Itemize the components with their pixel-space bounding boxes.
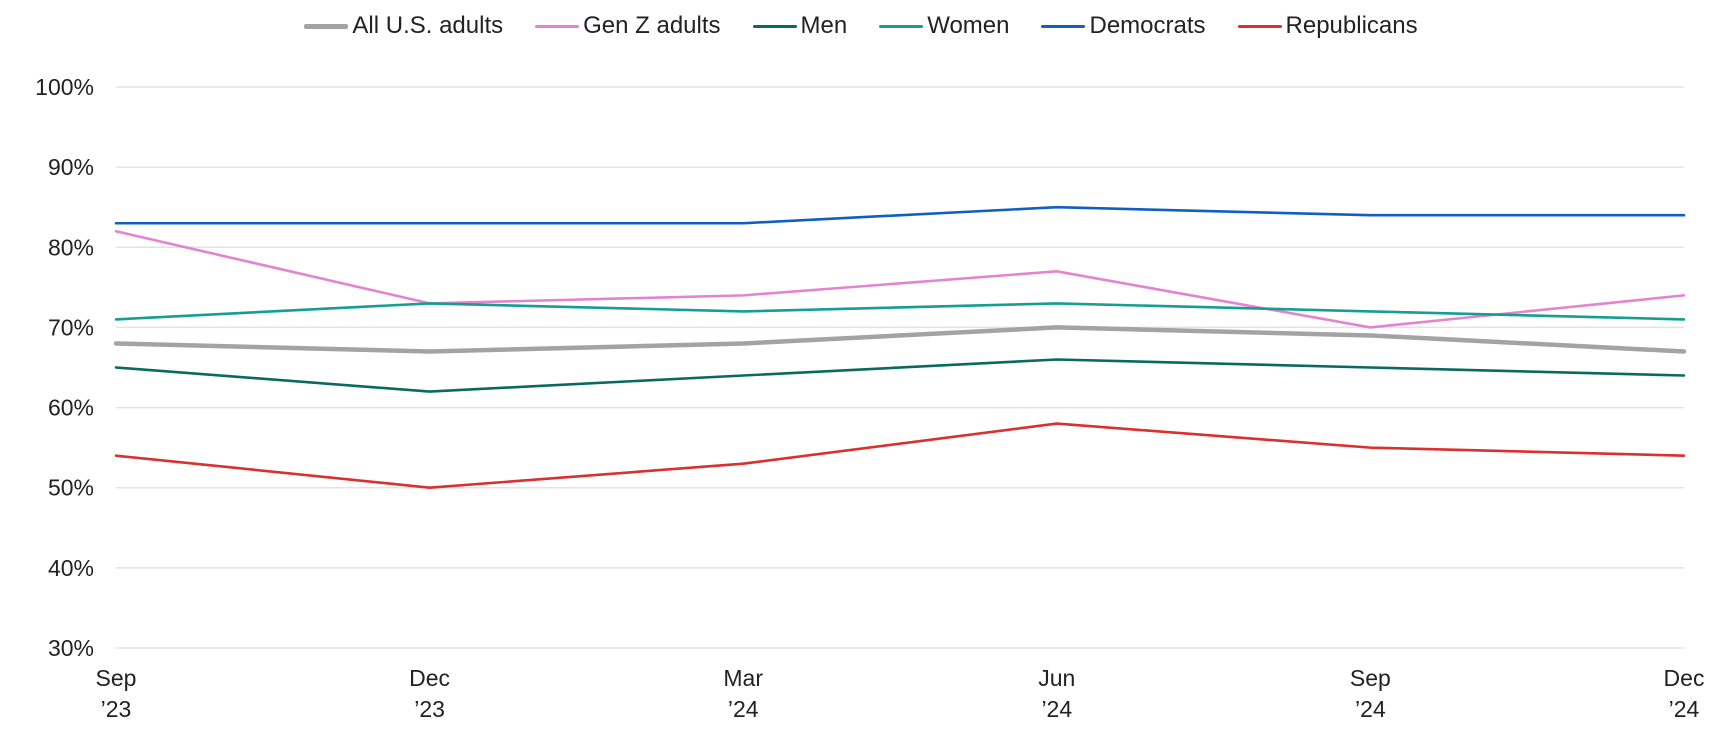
legend-label: Republicans [1285,12,1418,39]
legend-swatch [752,24,797,28]
legend-label: All U.S. adults [352,12,504,39]
x-tick-label-year: ’24 [1041,696,1072,722]
x-tick-label-year: ’24 [1669,696,1700,722]
legend-item-democrats: Democrats [1041,12,1206,40]
legend-label: Gen Z adults [583,12,721,39]
legend-item-all-u-s-adults: All U.S. adults [304,12,503,40]
x-tick-label-month: Sep [96,665,137,691]
legend-item-women: Women [879,12,1009,40]
y-tick-label: 80% [48,234,94,260]
series-line-democrats [114,205,1686,225]
y-tick-label: 30% [48,635,94,661]
y-tick-label: 70% [48,314,94,340]
series-line-women [114,302,1686,321]
x-axis-ticks: Sep ’23 Dec ’23 Mar ’24 Jun ’24 Sep ’24 Dec ’24 [96,665,1705,722]
legend-swatch [879,24,924,28]
series-line-republicans [114,422,1686,490]
legend-swatch [304,23,349,29]
x-tick-label-month: Dec [409,665,450,691]
series-lines [113,205,1687,490]
y-tick-label: 50% [48,475,94,501]
x-tick-label-year: ’23 [101,696,132,722]
x-tick-label-month: Mar [723,665,763,691]
y-tick-label: 40% [48,555,94,581]
legend-swatch [1237,24,1282,28]
gridlines [116,86,1684,649]
legend-label: Democrats [1089,12,1206,39]
legend-item-gen-z-adults: Gen Z adults [535,12,721,40]
legend-label: Men [800,12,848,39]
x-tick-label-year: ’24 [728,696,759,722]
legend-swatch [535,24,580,28]
y-tick-label: 90% [48,154,94,180]
y-tick-label: 60% [48,395,94,421]
x-tick-label-month: Jun [1038,665,1075,691]
legend-label: Women [927,12,1010,39]
legend-item-men: Men [752,12,848,40]
series-line-all-u-s-adults [113,325,1687,354]
x-tick-label-month: Dec [1664,665,1705,691]
series-line-gen-z-adults [114,229,1686,329]
chart-legend: All U.S. adults Gen Z adults Men Women Democ… [0,12,1722,40]
y-axis-ticks: 30% 40% 50% 60% 70% 80% 90% 100% [35,74,94,661]
x-tick-label-year: ’23 [414,696,445,722]
legend-item-republicans: Republicans [1237,12,1418,40]
x-tick-label-month: Sep [1350,665,1391,691]
legend-swatch [1041,24,1086,28]
series-line-men [114,358,1686,393]
y-tick-label: 100% [35,74,94,100]
x-tick-label-year: ’24 [1355,696,1386,722]
